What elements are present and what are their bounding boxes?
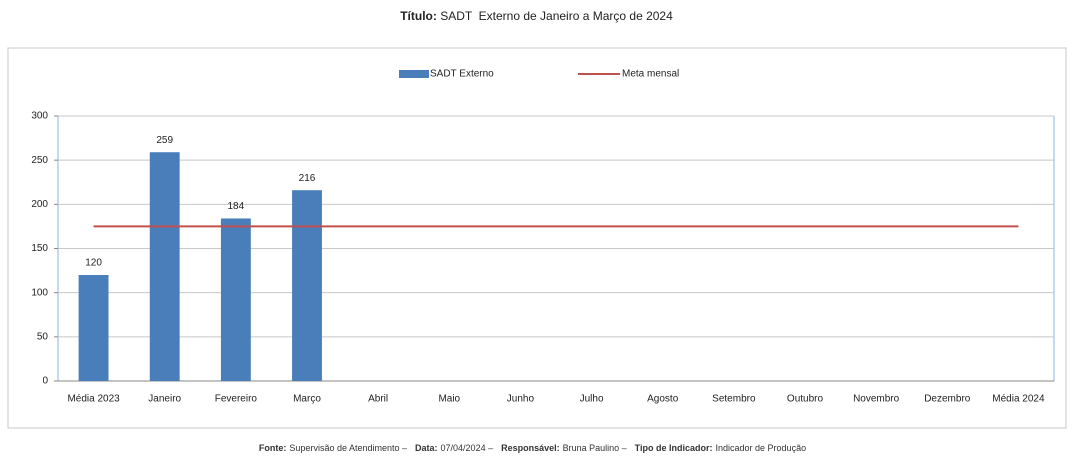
data-label: 259 (156, 135, 173, 146)
x-tick-label: Julho (580, 394, 604, 405)
y-tick-label: 50 (37, 331, 49, 342)
footer-text: 07/04/2024 – (440, 443, 494, 453)
y-tick-label: 0 (42, 376, 48, 387)
x-tick-label: Agosto (647, 394, 679, 405)
footer: Fonte: Supervisão de Atendimento – Data: 07… (0, 443, 1073, 453)
x-tick-label: Junho (507, 394, 535, 405)
bar (292, 190, 322, 381)
legend-swatch (399, 70, 429, 78)
footer-label: Data: (415, 443, 438, 453)
footer-item: Fonte: Supervisão de Atendimento – (259, 443, 411, 453)
title-text: SADT Externo de Janeiro a Março de 2024 (440, 9, 673, 23)
y-tick-label: 250 (31, 155, 48, 166)
x-tick-label: Março (293, 394, 321, 405)
legend-label: SADT Externo (430, 69, 494, 80)
x-tick-label: Novembro (853, 394, 900, 405)
chart-frame (7, 47, 1067, 429)
x-tick-label: Setembro (712, 394, 756, 405)
bar (78, 275, 109, 381)
footer-text: Supervisão de Atendimento – (289, 443, 408, 453)
y-tick-label: 300 (31, 111, 48, 122)
title: Título: SADT Externo de Janeiro a Março … (0, 9, 1073, 23)
footer-item: Data: 07/04/2024 – (415, 443, 497, 453)
y-tick-label: 150 (31, 243, 48, 254)
x-tick-label: Média 2024 (992, 394, 1045, 405)
footer-text: Indicador de Produção (715, 443, 807, 453)
x-tick-label: Outubro (787, 394, 824, 405)
footer-label: Tipo de Indicador: (634, 443, 713, 453)
x-tick-label: Janeiro (148, 394, 181, 405)
x-tick-label: Dezembro (924, 394, 971, 405)
footer-item: Responsável: Bruna Paulino – (501, 443, 631, 453)
footer-item: Tipo de Indicador: Indicador de Produção (635, 443, 810, 453)
bar (220, 218, 251, 381)
footer-label: Fonte: (258, 443, 287, 453)
x-tick-label: Maio (438, 394, 460, 405)
y-tick-label: 200 (31, 199, 48, 210)
title-label: Título: (400, 9, 437, 23)
footer-label: Responsável: (501, 443, 560, 453)
data-label: 120 (85, 258, 102, 269)
chart: 0 50 100 150 200 250 300 Média 2023 Janeiro Fever… (7, 47, 1067, 429)
y-tick-label: 100 (31, 287, 48, 298)
legend-label: Meta mensal (622, 69, 679, 80)
data-label: 184 (228, 201, 245, 212)
footer-text: Bruna Paulino – (562, 443, 627, 453)
data-label: 216 (299, 173, 316, 184)
x-tick-label: Média 2023 (67, 394, 120, 405)
x-tick-label: Fevereiro (215, 394, 258, 405)
x-tick-label: Abril (368, 394, 388, 405)
bar (149, 152, 180, 381)
